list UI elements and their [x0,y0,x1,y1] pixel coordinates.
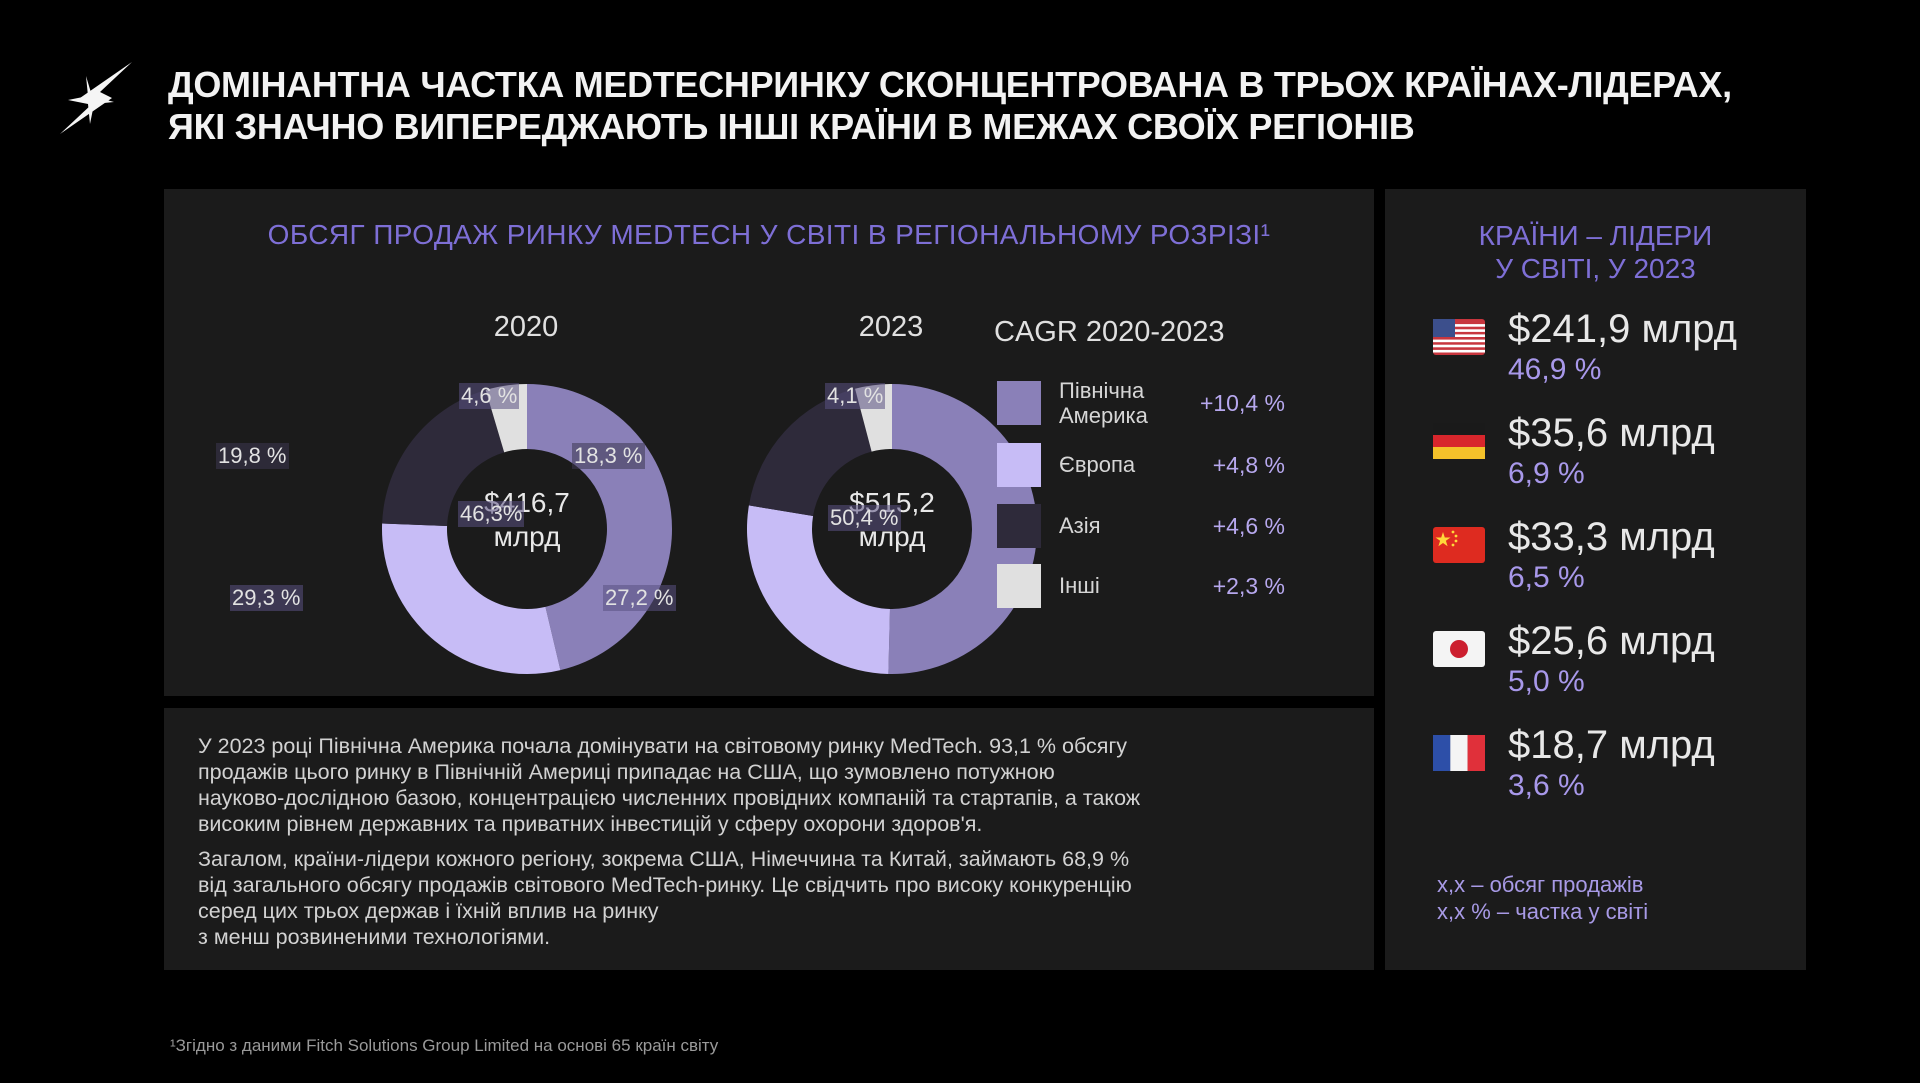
footnote: ¹Згідно з даними Fitch Solutions Group L… [170,1036,719,1055]
legend-swatch [997,381,1041,425]
leaders-panel: КРАЇНИ – ЛІДЕРИ У СВІТІ, У 2023 $241,9 м… [1385,189,1806,970]
legend-label: Інші [1059,573,1100,598]
donut-2023-slice-asia [748,388,872,516]
paragraph-2-line: з менш розвиненими технологіями. [198,925,551,949]
legend-value: +10,4 % [1199,390,1285,416]
legend-label: Європа [1059,452,1136,477]
legend-label-line-2: Америка [1059,403,1148,428]
label-2020-europe: 29,3 % [230,585,303,611]
legend-value: +4,8 % [1212,452,1285,478]
leader-item-china: $33,3 млрд 6,5 % [1433,515,1793,609]
label-2020-asia: 19,8 % [216,443,289,469]
legend-label-line-1: Північна [1059,378,1145,403]
leader-share: 46,9 % [1508,353,1602,386]
chart-panel: ОБСЯГ ПРОДАЖ РИНКУ MEDTECH У СВІТІ В РЕГ… [164,189,1374,696]
us-flag-icon [1433,319,1485,355]
leader-item-usa: $241,9 млрд 46,9 % [1433,307,1793,401]
page-title-line-2: ЯКІ ЗНАЧНО ВИПЕРЕДЖАЮТЬ ІНШІ КРАЇНИ В МЕ… [168,106,1415,147]
leaders-title-line-2: У СВІТІ, У 2023 [1495,253,1696,284]
leader-item-japan: $25,6 млрд 5,0 % [1433,619,1793,713]
leader-amount: $35,6 млрд [1508,411,1715,455]
leaders-title: КРАЇНИ – ЛІДЕРИ У СВІТІ, У 2023 [1385,219,1806,285]
chart-title: ОБСЯГ ПРОДАЖ РИНКУ MEDTECH У СВІТІ В РЕГ… [267,219,1271,250]
leaders-title-line-1: КРАЇНИ – ЛІДЕРИ [1478,220,1713,251]
label-2023-north-america: 50,4 % [828,505,901,531]
logo-star-icon [60,62,132,134]
donut-2023-year: 2023 [858,311,924,343]
label-2023-asia: 18,3 % [572,443,645,469]
label-2020-other: 4,6 % [459,383,520,409]
fr-flag-icon [1433,735,1485,771]
legend-swatch [997,564,1041,608]
donut-2020-slice-asia [382,390,505,526]
donut-2023-slice-europe [747,505,890,674]
page-title-line-1: ДОМІНАНТНА ЧАСТКА MEDTECHРИНКУ СКОНЦЕНТР… [168,64,1732,105]
paragraph-2-line: від загального обсягу продажів світового… [198,873,1132,897]
leader-share: 3,6 % [1508,769,1585,802]
leader-amount: $25,6 млрд [1508,619,1715,663]
cn-flag-icon [1433,527,1485,563]
de-flag-icon [1433,423,1485,459]
leaders-legend-note: x,x – обсяг продажів x,x % – частка у св… [1437,871,1648,925]
paragraph-2-line: серед цих трьох держав і їхній вплив на … [198,899,659,923]
cagr-title: CAGR 2020-2023 [994,316,1225,348]
jp-flag-icon [1433,631,1485,667]
legend-swatch [997,443,1041,487]
label-2023-europe: 27,2 % [603,585,676,611]
paragraph-1-line: У 2023 році Північна Америка почала домі… [198,734,1128,758]
legend-value: +4,6 % [1212,513,1285,539]
donut-2020-year: 2020 [493,311,559,343]
leader-share: 5,0 % [1508,665,1585,698]
note-line-share: x,x % – частка у світі [1437,899,1649,924]
leader-share: 6,5 % [1508,561,1585,594]
description-panel: У 2023 році Північна Америка почала домі… [164,708,1374,970]
leader-amount: $18,7 млрд [1508,723,1715,767]
label-2023-other: 4,1 % [825,383,886,409]
legend-value: +2,3 % [1212,573,1285,599]
paragraph-2: Загалом, країни-лідери кожного регіону, … [198,846,1328,950]
legend-label: Азія [1059,513,1101,538]
legend-label: Північна Америка [1059,378,1209,428]
donut-2020-slice-europe [382,523,561,674]
paragraph-1-line: високим рівнем державних та приватних ін… [198,812,983,836]
leader-amount: $33,3 млрд [1508,515,1715,559]
leader-share: 6,9 % [1508,457,1585,490]
note-line-amount: x,x – обсяг продажів [1437,872,1644,897]
leader-amount: $241,9 млрд [1508,307,1737,351]
label-2020-north-america: 46,3% [458,501,525,527]
legend-swatch [997,504,1041,548]
paragraph-2-line: Загалом, країни-лідери кожного регіону, … [198,847,1130,871]
leader-item-germany: $35,6 млрд 6,9 % [1433,411,1793,505]
leader-item-france: $18,7 млрд 3,6 % [1433,723,1793,817]
page-title: ДОМІНАНТНА ЧАСТКА MEDTECHРИНКУ СКОНЦЕНТР… [168,64,1808,148]
paragraph-1: У 2023 році Північна Америка почала домі… [198,733,1328,837]
donut-2020-total: $416,7 млрд [437,486,617,554]
paragraph-1-line: продажів цього ринку в Північній Америці… [198,760,1055,784]
paragraph-1-line: науково-дослідною базою, концентрацією ч… [198,786,1141,810]
